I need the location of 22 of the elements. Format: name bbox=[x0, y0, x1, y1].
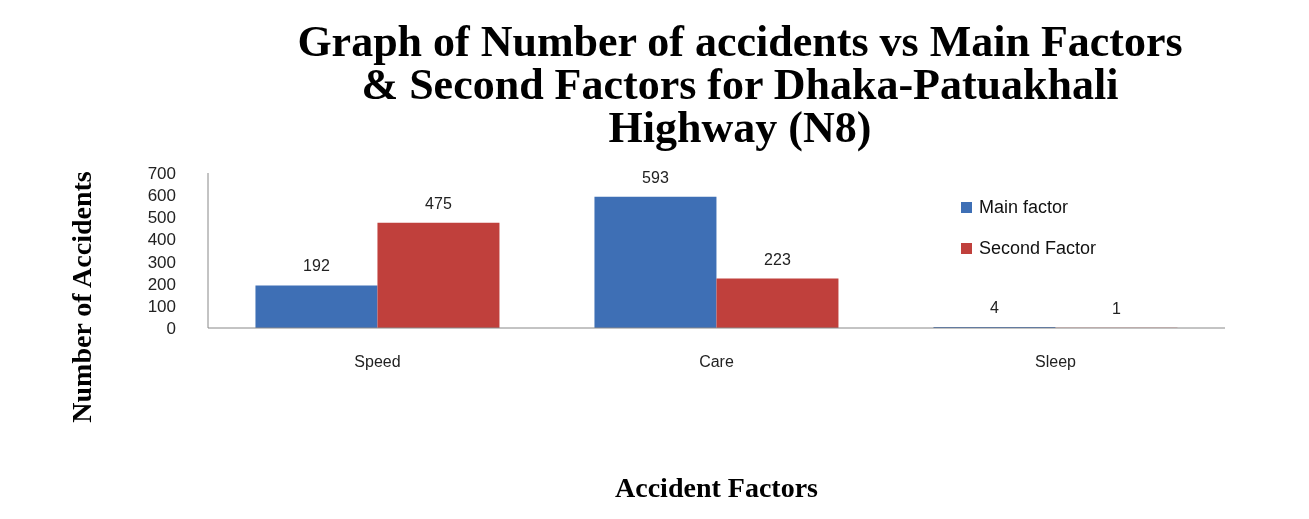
y-axis-title: Number of Accidents bbox=[66, 170, 98, 423]
data-label: 1 bbox=[1112, 299, 1122, 317]
legend-label: Second Factor bbox=[979, 238, 1097, 259]
y-tick-label: 0 bbox=[166, 319, 176, 339]
y-tick-label: 700 bbox=[147, 164, 176, 184]
x-tick-label: Sleep bbox=[1035, 353, 1077, 371]
y-tick-label: 400 bbox=[147, 230, 176, 250]
data-label: 593 bbox=[642, 168, 669, 186]
data-label: 4 bbox=[990, 299, 1000, 317]
legend-label: Main factor bbox=[979, 197, 1069, 218]
data-label: 223 bbox=[764, 250, 791, 268]
y-tick-label: 300 bbox=[147, 252, 176, 272]
y-tick-label: 500 bbox=[147, 208, 176, 228]
data-label: 475 bbox=[425, 194, 452, 212]
x-tick-label: Care bbox=[699, 353, 734, 371]
x-axis-title: Accident Factors bbox=[614, 472, 819, 504]
y-tick-label: 600 bbox=[147, 186, 176, 206]
y-tick-label: 100 bbox=[147, 296, 176, 316]
x-tick-label: Speed bbox=[354, 353, 401, 371]
y-tick-label: 200 bbox=[147, 274, 176, 294]
chart-title: Graph of Number of accidents vs Main Factors & Second Factors for Dhaka-Patuakhali Highway (N8) bbox=[296, 17, 1184, 152]
data-label: 192 bbox=[303, 257, 330, 275]
